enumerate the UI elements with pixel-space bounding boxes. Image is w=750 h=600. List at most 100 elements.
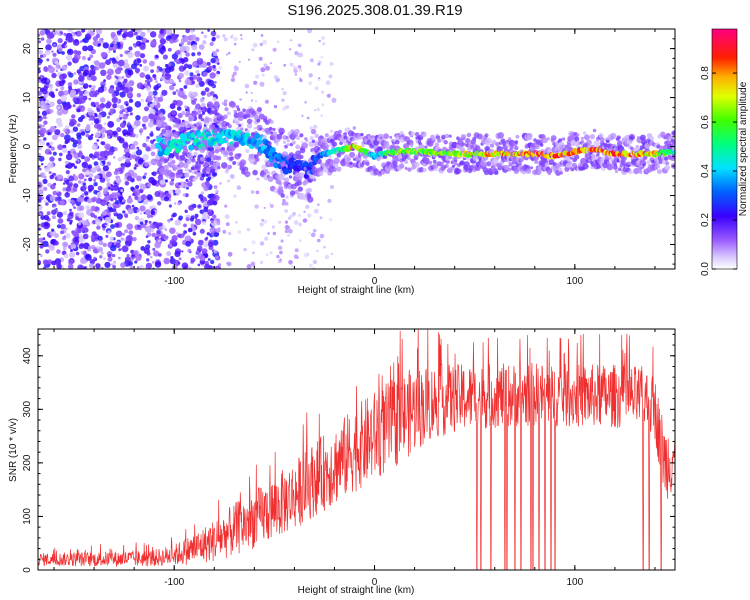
spectrogram-ridge-halo bbox=[217, 165, 221, 170]
spectrogram-noise-blob bbox=[174, 202, 177, 205]
spectrogram-noise-blob bbox=[165, 179, 168, 183]
spectrogram-noise-blob bbox=[128, 46, 133, 51]
spectrogram-noise-blob bbox=[93, 182, 98, 187]
spectrogram-noise-blob bbox=[79, 40, 83, 43]
spectrogram-noise-blob bbox=[81, 29, 86, 33]
spectrogram-noise-blob bbox=[194, 216, 198, 220]
spectrogram-ridge-halo bbox=[227, 164, 232, 170]
spectrogram-noise-blob bbox=[254, 100, 258, 103]
spectrogram-noise-blob bbox=[87, 184, 95, 192]
spectrogram-ridge-halo bbox=[656, 165, 661, 169]
spectrogram-noise-blob bbox=[134, 216, 139, 221]
spectrogram-ridge-halo bbox=[606, 163, 614, 171]
spectrogram-noise-blob bbox=[272, 47, 277, 52]
spectrogram-ridge-halo bbox=[240, 127, 244, 131]
spectrogram-noise-blob bbox=[41, 163, 44, 166]
spectrogram-ridge-halo bbox=[365, 161, 370, 166]
spectrogram-ridge-halo bbox=[487, 138, 493, 144]
spectrogram-noise-blob bbox=[177, 202, 181, 206]
spectrogram-noise-blob bbox=[51, 50, 54, 53]
spectrogram-ridge-halo bbox=[293, 185, 297, 189]
spectrogram-noise-blob bbox=[208, 211, 213, 216]
spectrogram-noise-blob bbox=[283, 63, 287, 67]
spectrogram-ridge-halo bbox=[173, 124, 177, 128]
spectrogram-noise-blob bbox=[194, 98, 198, 102]
spectrogram-xtick-label: -100 bbox=[164, 276, 184, 287]
spectrogram-ridge-halo bbox=[269, 162, 275, 167]
spectrogram-ridge-halo bbox=[475, 145, 481, 151]
spectrogram-ridge-halo bbox=[156, 119, 161, 124]
spectrogram-ridge-halo bbox=[187, 114, 195, 122]
spectrogram-noise-blob bbox=[144, 209, 151, 216]
spectrogram-noise-blob bbox=[255, 190, 260, 195]
spectrogram-ridge-halo bbox=[409, 144, 414, 148]
spectrogram-noise-blob bbox=[75, 216, 80, 221]
spectrogram-noise-blob bbox=[52, 215, 56, 220]
spectrogram-noise-blob bbox=[214, 81, 217, 84]
spectrogram-noise-blob bbox=[38, 227, 41, 231]
spectrogram-noise-blob bbox=[88, 97, 92, 101]
snr-ytick-label: 0 bbox=[22, 567, 33, 573]
spectrogram-noise-blob bbox=[105, 234, 109, 238]
spectrogram-noise-blob bbox=[301, 114, 304, 117]
spectrogram-noise-blob bbox=[310, 232, 316, 238]
spectrogram-noise-blob bbox=[210, 30, 217, 37]
spectrogram-noise-blob bbox=[308, 81, 313, 86]
spectrogram-noise-blob bbox=[285, 105, 290, 110]
spectrogram-noise-blob bbox=[51, 209, 57, 215]
spectrogram-noise-blob bbox=[141, 37, 148, 44]
spectrogram-ridge-halo bbox=[570, 166, 575, 172]
spectrogram-noise-blob bbox=[150, 131, 154, 134]
spectrogram-noise-blob bbox=[49, 101, 55, 107]
spectrogram-noise-blob bbox=[111, 253, 116, 258]
spectrogram-noise-blob bbox=[108, 207, 114, 213]
spectrogram-noise-blob bbox=[196, 57, 204, 65]
spectrogram-noise-blob bbox=[87, 57, 91, 61]
spectrogram-noise-blob bbox=[38, 68, 41, 74]
spectrogram-noise-blob bbox=[102, 242, 108, 248]
spectrogram-noise-blob bbox=[191, 171, 194, 174]
spectrogram-ridge-halo bbox=[292, 141, 296, 145]
spectrogram-noise-blob bbox=[82, 83, 89, 89]
spectrogram-noise-blob bbox=[78, 205, 85, 211]
spectrogram-noise-blob bbox=[44, 49, 51, 56]
spectrogram-noise-blob bbox=[156, 69, 160, 73]
spectrogram-noise-blob bbox=[197, 51, 202, 56]
spectrogram-noise-blob bbox=[100, 251, 104, 255]
spectrogram-noise-blob bbox=[330, 185, 334, 189]
spectrogram-noise-blob bbox=[121, 108, 125, 113]
spectrogram-ridge-halo bbox=[480, 160, 487, 167]
spectrogram-ridge-halo bbox=[259, 127, 263, 131]
spectrogram-noise-blob bbox=[85, 133, 90, 138]
spectrogram-noise-blob bbox=[99, 255, 103, 259]
spectrogram-noise-blob bbox=[187, 248, 192, 253]
spectrogram-noise-blob bbox=[289, 62, 294, 67]
spectrogram-ridge-halo bbox=[205, 162, 209, 167]
spectrogram-noise-blob bbox=[118, 168, 124, 173]
spectrogram-noise-blob bbox=[126, 253, 130, 258]
spectrogram-ridge-halo bbox=[453, 161, 458, 166]
spectrogram-noise-blob bbox=[182, 233, 186, 237]
spectrogram-noise-blob bbox=[139, 183, 147, 191]
spectrogram-noise-blob bbox=[121, 76, 125, 79]
spectrogram-ridge-halo bbox=[613, 165, 618, 170]
spectrogram-noise-blob bbox=[210, 259, 215, 265]
spectrogram-noise-blob bbox=[93, 151, 99, 157]
spectrogram-noise-blob bbox=[90, 234, 95, 239]
spectrogram-ridge-halo bbox=[559, 171, 564, 175]
spectrogram-ridge-halo bbox=[263, 134, 267, 138]
spectrogram-noise-blob bbox=[184, 78, 192, 86]
snr-ylabel: SNR (10 * v/v) bbox=[8, 418, 19, 482]
spectrogram-noise-blob bbox=[184, 70, 190, 76]
spectrogram-noise-blob bbox=[164, 66, 172, 74]
spectrogram-ridge-halo bbox=[460, 134, 467, 140]
spectrogram-ridge-halo bbox=[546, 137, 550, 141]
spectrogram-noise-blob bbox=[135, 115, 141, 121]
spectrogram-ridge-halo bbox=[246, 123, 253, 129]
spectrogram-noise-blob bbox=[320, 114, 323, 117]
spectrogram-noise-blob bbox=[135, 149, 143, 156]
spectrogram-noise-blob bbox=[181, 262, 189, 269]
spectrogram-noise-blob bbox=[60, 223, 66, 230]
spectrogram-ridge-halo bbox=[453, 156, 458, 161]
spectrogram-noise-blob bbox=[129, 265, 134, 269]
